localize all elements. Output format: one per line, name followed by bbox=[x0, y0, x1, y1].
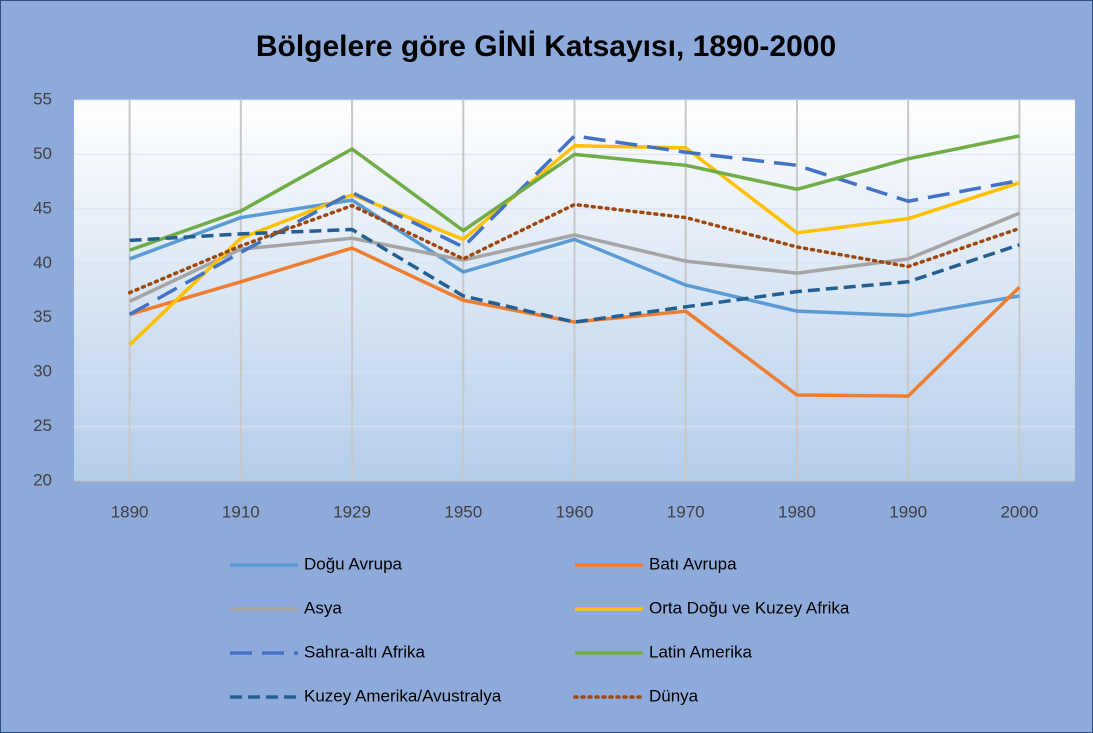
y-tick-label: 40 bbox=[33, 253, 52, 272]
y-tick-label: 20 bbox=[33, 470, 52, 489]
x-tick-label: 1980 bbox=[778, 502, 816, 521]
x-tick-label: 1910 bbox=[222, 502, 260, 521]
y-tick-label: 55 bbox=[33, 89, 52, 108]
y-tick-label: 45 bbox=[33, 198, 52, 217]
y-tick-label: 50 bbox=[33, 144, 52, 163]
x-tick-label: 2000 bbox=[1000, 502, 1038, 521]
x-tick-label: 1929 bbox=[333, 502, 371, 521]
legend-label: Kuzey Amerika/Avustralya bbox=[304, 686, 502, 705]
x-tick-label: 1970 bbox=[667, 502, 705, 521]
x-tick-label: 1990 bbox=[889, 502, 927, 521]
x-tick-label: 1890 bbox=[111, 502, 149, 521]
legend-label: Latin Amerika bbox=[649, 642, 753, 661]
y-tick-label: 30 bbox=[33, 362, 52, 381]
series-line bbox=[128, 211, 1021, 303]
chart-title: Bölgelere göre GİNİ Katsayısı, 1890-2000 bbox=[256, 30, 836, 63]
series-line bbox=[129, 246, 1021, 398]
y-tick-label: 35 bbox=[33, 307, 52, 326]
series-line bbox=[127, 202, 1022, 295]
legend-label: Asya bbox=[304, 598, 342, 617]
series-line bbox=[129, 198, 1020, 318]
y-tick-label: 25 bbox=[33, 416, 52, 435]
series-line bbox=[128, 143, 1020, 347]
legend-label: Batı Avrupa bbox=[649, 554, 737, 573]
legend-label: Doğu Avrupa bbox=[304, 554, 403, 573]
legend-label: Sahra-altı Afrika bbox=[304, 642, 425, 661]
x-tick-label: 1960 bbox=[556, 502, 594, 521]
series-line bbox=[129, 134, 1020, 252]
x-tick-label: 1950 bbox=[444, 502, 482, 521]
legend-label: Orta Doğu ve Kuzey Afrika bbox=[649, 598, 850, 617]
legend-label: Dünya bbox=[649, 686, 699, 705]
